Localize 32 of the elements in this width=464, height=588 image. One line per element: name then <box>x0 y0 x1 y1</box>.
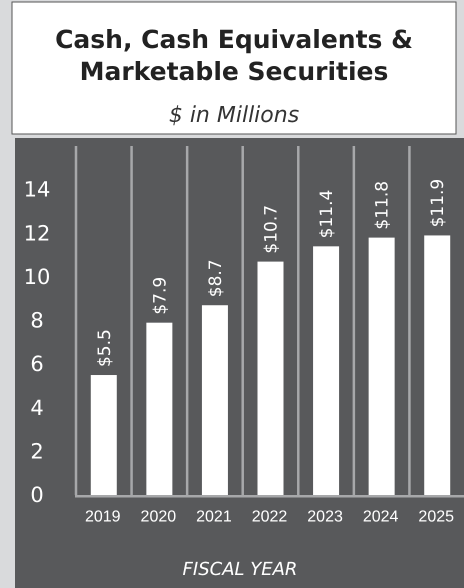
x-tick-label: 2021 <box>196 508 232 526</box>
bar <box>258 262 284 495</box>
bar <box>424 235 450 495</box>
data-label: $11.9 <box>428 178 448 228</box>
chart-title: Cash, Cash Equivalents & Marketable Securities <box>55 25 413 86</box>
y-tick-label: 10 <box>24 264 50 289</box>
y-tick-label: 0 <box>30 483 44 507</box>
bar <box>146 322 172 495</box>
y-tick-label: 2 <box>30 439 44 464</box>
x-tick-label: 2022 <box>252 508 288 526</box>
data-label: $11.4 <box>317 190 338 238</box>
bar <box>202 305 228 495</box>
y-tick-label: 4 <box>30 396 44 420</box>
x-tick-label: 2019 <box>84 508 121 526</box>
data-label: $7.9 <box>150 276 170 315</box>
x-tick-label: 2020 <box>140 508 176 526</box>
x-axis-title: FISCAL YEAR <box>182 559 298 580</box>
x-tick-label: 2024 <box>362 508 399 526</box>
data-label: $8.7 <box>206 259 226 298</box>
x-tick-label: 2023 <box>307 508 343 526</box>
y-tick-label: 14 <box>24 178 50 202</box>
bar <box>313 246 340 495</box>
data-label: $10.7 <box>262 204 282 254</box>
x-tick-label: 2025 <box>418 508 454 526</box>
data-label: $11.8 <box>372 180 393 230</box>
data-label: $5.5 <box>94 329 115 368</box>
bar <box>90 375 117 495</box>
y-tick-label: 8 <box>30 308 44 332</box>
y-tick-label: 12 <box>24 221 50 246</box>
bar <box>368 238 395 495</box>
y-tick-label: 6 <box>30 352 44 376</box>
chart-subtitle: $ in Millions <box>168 103 300 128</box>
